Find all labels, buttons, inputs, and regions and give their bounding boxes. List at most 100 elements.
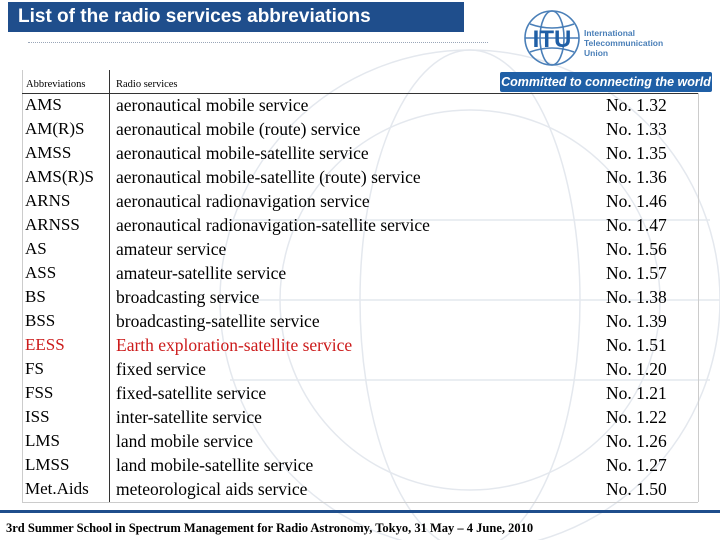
row-ref-number: 1.35: [636, 143, 667, 163]
footer-text: 3rd Summer School in Spectrum Management…: [6, 521, 534, 535]
row-reference: No. 1.35: [606, 143, 667, 164]
row-reference: No. 1.47: [606, 215, 667, 236]
row-abbreviation: EESS: [25, 335, 65, 354]
row-reference: No. 1.33: [606, 119, 667, 140]
row-reference: No. 1.50: [606, 479, 667, 500]
row-ref-number: 1.33: [636, 119, 667, 139]
row-ref-prefix: No.: [606, 407, 632, 427]
table-row: BSS broadcasting-satellite service No. 1.3…: [0, 310, 720, 334]
row-reference: No. 1.56: [606, 239, 667, 260]
itu-mark: ITU: [533, 26, 572, 53]
row-ref-number: 1.57: [636, 263, 667, 283]
row-ref-prefix: No.: [606, 215, 632, 235]
table-row: AS amateur service No. 1.56: [0, 238, 720, 262]
row-service: aeronautical mobile (route) service: [116, 119, 361, 139]
table-row: FSS fixed-satellite service No. 1.21: [0, 382, 720, 406]
row-service: aeronautical mobile-satellite service: [116, 143, 369, 163]
row-service: broadcasting-satellite service: [116, 311, 320, 331]
row-service: Earth exploration-satellite service: [116, 335, 353, 355]
row-ref-prefix: No.: [606, 431, 632, 451]
row-abbreviation: Met.Aids: [25, 479, 89, 498]
table-row: AMS(R)S aeronautical mobile-satellite (ro…: [0, 166, 720, 190]
row-reference: No. 1.22: [606, 407, 667, 428]
services-table-body: AMS aeronautical mobile service No. 1.32 AM…: [0, 94, 720, 502]
row-ref-number: 1.22: [636, 407, 667, 427]
row-ref-prefix: No.: [606, 119, 632, 139]
table-row: AMSS aeronautical mobile-satellite servic…: [0, 142, 720, 166]
itu-globe-icon: ITU: [524, 10, 580, 66]
row-reference: No. 1.57: [606, 263, 667, 284]
row-abbreviation: AS: [25, 239, 47, 258]
table-row: BS broadcasting service No. 1.38: [0, 286, 720, 310]
row-reference: No. 1.38: [606, 287, 667, 308]
row-ref-number: 1.51: [636, 335, 667, 355]
title-divider: [28, 42, 488, 43]
row-ref-number: 1.32: [636, 95, 667, 115]
row-reference: No. 1.51: [606, 335, 667, 356]
row-service: aeronautical radionavigation-satellite s…: [116, 215, 430, 235]
row-ref-prefix: No.: [606, 191, 632, 211]
row-abbreviation: FS: [25, 359, 44, 378]
table-row: AM(R)S aeronautical mobile (route) servic…: [0, 118, 720, 142]
row-ref-number: 1.46: [636, 191, 667, 211]
row-service: meteorological aids service: [116, 479, 308, 499]
row-ref-prefix: No.: [606, 359, 632, 379]
row-ref-number: 1.39: [636, 311, 667, 331]
row-abbreviation: AMSS: [25, 143, 72, 162]
row-service: aeronautical radionavigation service: [116, 191, 370, 211]
row-ref-prefix: No.: [606, 287, 632, 307]
row-ref-number: 1.20: [636, 359, 667, 379]
row-ref-number: 1.26: [636, 431, 667, 451]
table-column-divider: [109, 70, 110, 502]
header-divider: [22, 93, 698, 94]
itu-tagline: Committed to connecting the world: [500, 72, 712, 92]
row-reference: No. 1.36: [606, 167, 667, 188]
row-service: amateur service: [116, 239, 227, 259]
row-abbreviation: FSS: [25, 383, 54, 402]
row-ref-prefix: No.: [606, 455, 632, 475]
row-ref-prefix: No.: [606, 239, 632, 259]
row-service: aeronautical mobile-satellite (route) se…: [116, 167, 421, 187]
row-ref-prefix: No.: [606, 335, 632, 355]
row-reference: No. 1.20: [606, 359, 667, 380]
row-abbreviation: BSS: [25, 311, 56, 330]
slide-title: List of the radio services abbreviations: [8, 2, 464, 32]
row-ref-prefix: No.: [606, 479, 632, 499]
itu-org-name: International Telecommunication Union: [584, 28, 664, 58]
table-border-left: [22, 70, 23, 502]
row-reference: No. 1.26: [606, 431, 667, 452]
table-row: ISS inter-satellite service No. 1.22: [0, 406, 720, 430]
row-service: amateur-satellite service: [116, 263, 287, 283]
table-row: FS fixed service No. 1.20: [0, 358, 720, 382]
row-service: fixed service: [116, 359, 206, 379]
row-reference: No. 1.46: [606, 191, 667, 212]
table-header: Abbreviations Radio services: [26, 79, 496, 93]
row-abbreviation: ISS: [25, 407, 50, 426]
row-abbreviation: BS: [25, 287, 46, 306]
row-reference: No. 1.27: [606, 455, 667, 476]
row-ref-prefix: No.: [606, 383, 632, 403]
table-row: ARNS aeronautical radionavigation service…: [0, 190, 720, 214]
row-abbreviation: AMS: [25, 95, 62, 114]
row-reference: No. 1.21: [606, 383, 667, 404]
row-ref-number: 1.50: [636, 479, 667, 499]
row-service: land mobile-satellite service: [116, 455, 314, 475]
row-abbreviation: ASS: [25, 263, 57, 282]
row-service: fixed-satellite service: [116, 383, 267, 403]
table-row: ARNSS aeronautical radionavigation-satell…: [0, 214, 720, 238]
row-service: aeronautical mobile service: [116, 95, 309, 115]
table-border-bottom: [22, 502, 698, 503]
row-ref-number: 1.47: [636, 215, 667, 235]
row-ref-prefix: No.: [606, 143, 632, 163]
slide-footer: 3rd Summer School in Spectrum Management…: [0, 510, 720, 543]
row-abbreviation: AM(R)S: [25, 119, 85, 138]
row-ref-prefix: No.: [606, 263, 632, 283]
row-abbreviation: ARNSS: [25, 215, 80, 234]
row-ref-number: 1.38: [636, 287, 667, 307]
row-abbreviation: LMS: [25, 431, 60, 450]
row-ref-number: 1.56: [636, 239, 667, 259]
row-service: land mobile service: [116, 431, 254, 451]
row-ref-number: 1.27: [636, 455, 667, 475]
table-row: LMS land mobile service No. 1.26: [0, 430, 720, 454]
table-border-right: [698, 93, 699, 502]
